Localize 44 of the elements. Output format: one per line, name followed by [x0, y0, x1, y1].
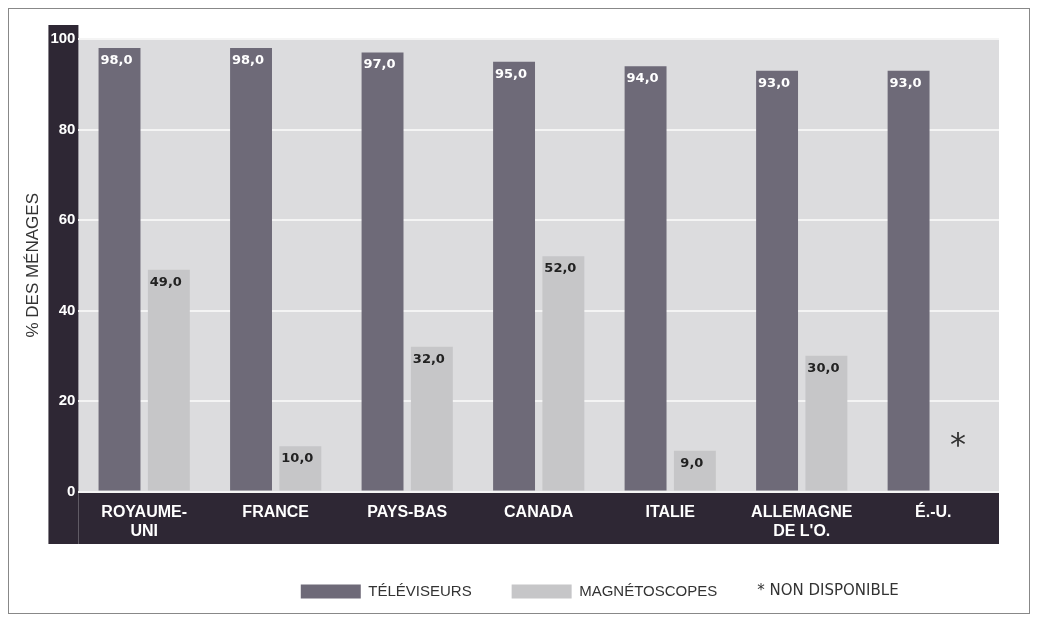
data-label: 49,0	[149, 273, 182, 289]
x-tick-label: CANADA	[504, 502, 574, 520]
bar	[756, 70, 799, 491]
y-axis-title: % DES MÉNAGES	[22, 193, 42, 338]
bar	[624, 66, 667, 491]
y-tick-label: 100	[50, 29, 76, 47]
bar	[361, 52, 404, 491]
annotation: *	[949, 424, 966, 463]
data-label: 10,0	[281, 450, 314, 466]
x-tick-label: ROYAUME-UNI	[101, 502, 187, 539]
bar	[542, 256, 585, 491]
legend-label: TÉLÉVISEURS	[368, 581, 472, 599]
bar	[230, 48, 272, 491]
data-label: 94,0	[626, 70, 659, 86]
bar	[493, 61, 536, 491]
data-label: 97,0	[363, 56, 396, 72]
bar	[279, 446, 322, 491]
data-label: 32,0	[412, 350, 445, 366]
legend-label: MAGNÉTOSCOPES	[579, 581, 718, 599]
bar	[887, 70, 930, 491]
bar	[147, 269, 190, 491]
x-tick-label: PAYS-BAS	[367, 502, 448, 520]
y-tick-label: 60	[58, 210, 76, 228]
y-tick-label: 40	[58, 300, 76, 318]
x-tick-label: ALLEMAGNE DE L'O.	[751, 502, 853, 539]
x-tick-label: FRANCE	[242, 502, 310, 520]
data-label: 98,0	[232, 51, 265, 67]
bar	[673, 450, 716, 491]
y-tick-label: 80	[58, 119, 76, 137]
data-label: 30,0	[807, 359, 840, 375]
bar	[410, 346, 453, 491]
data-label: 93,0	[889, 74, 922, 90]
data-label: 52,0	[544, 260, 577, 276]
bar	[805, 355, 848, 491]
data-label: 93,0	[758, 74, 791, 90]
data-label: 98,0	[100, 51, 133, 67]
x-tick-label: É.-U.	[915, 501, 952, 520]
text: * NON DISPONIBLE	[757, 581, 899, 600]
x-tick-label: ITALIE	[645, 502, 696, 520]
data-label: 9,0	[680, 454, 704, 470]
y-tick-label: 0	[67, 481, 76, 499]
data-label: 95,0	[495, 65, 528, 81]
y-tick-label: 20	[58, 391, 76, 409]
bar	[98, 48, 141, 491]
